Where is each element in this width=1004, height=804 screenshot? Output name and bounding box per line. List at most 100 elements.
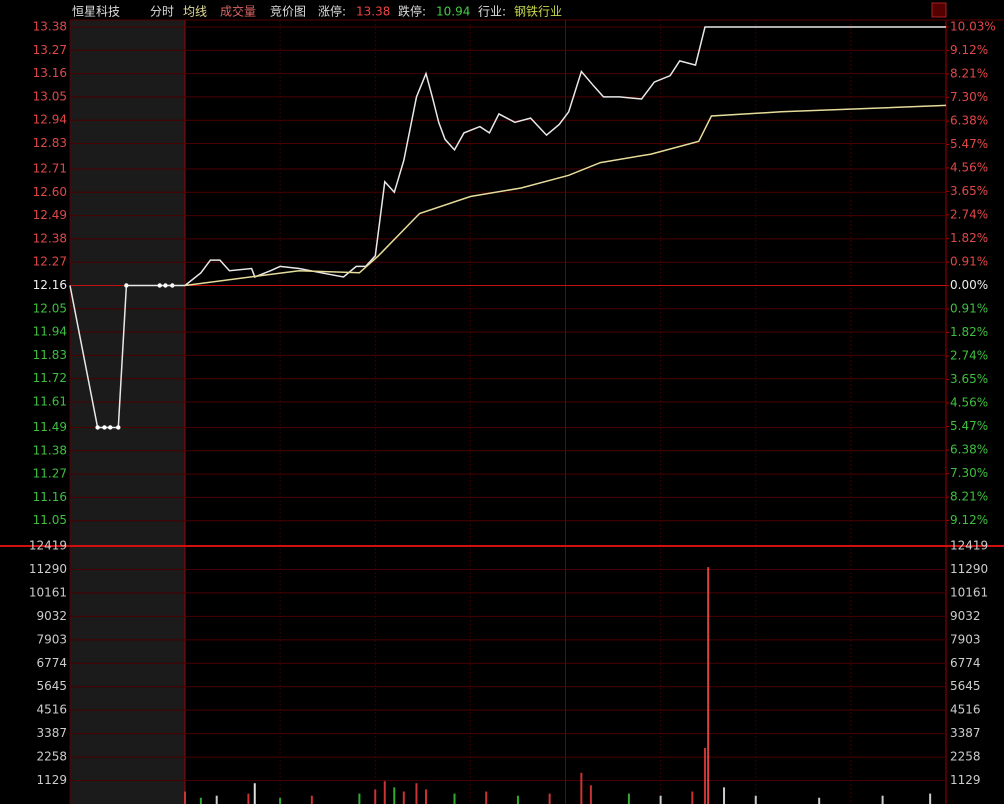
y-tick-label: 13.27 <box>33 43 67 57</box>
volume-bar <box>580 772 583 804</box>
y2-tick-label: 8.21% <box>950 66 988 80</box>
y-tick-label: 12.05 <box>33 301 67 315</box>
y-tick-label: 13.38 <box>33 20 67 34</box>
y2-tick-label: 8.21% <box>950 490 988 504</box>
y2-tick-label: 9.12% <box>950 513 988 527</box>
auction-point <box>102 425 107 430</box>
industry-label: 行业: <box>478 5 506 19</box>
avg-line <box>184 104 947 287</box>
volume-tick-label: 5645 <box>950 679 981 693</box>
volume-tick-label: 12419 <box>29 539 67 553</box>
volume-tick-label: 9032 <box>950 609 981 623</box>
volume-bar <box>253 783 256 804</box>
volume-bar <box>516 795 519 804</box>
y2-tick-label: 5.47% <box>950 137 988 151</box>
volume-bar <box>279 797 282 804</box>
avg-legend[interactable]: 均线 <box>183 5 207 19</box>
volume-tick-label: 12419 <box>950 539 988 553</box>
y2-tick-label: 6.38% <box>950 114 988 128</box>
volume-tick-label: 7903 <box>36 632 67 646</box>
volume-bar <box>247 793 250 804</box>
y2-tick-label: 10.03% <box>950 20 996 34</box>
limit-up-label: 涨停: <box>318 4 346 19</box>
y2-tick-label: 5.47% <box>950 419 988 433</box>
volume-bar <box>707 567 710 804</box>
auction-point <box>157 283 162 288</box>
volume-tick-label: 4516 <box>36 703 67 717</box>
y-tick-label: 11.72 <box>33 371 67 385</box>
volume-bar <box>393 787 396 804</box>
volume-tick-label: 9032 <box>36 609 67 623</box>
y-tick-label: 11.83 <box>33 348 67 362</box>
volume-tick-label: 11290 <box>29 562 67 576</box>
auction-point <box>108 425 113 430</box>
volume-bar <box>215 795 218 804</box>
volume-bar <box>415 783 418 804</box>
y2-tick-label: 6.38% <box>950 442 988 456</box>
auction-panel <box>70 20 185 804</box>
limit-up: 13.38 <box>356 5 390 19</box>
volume-tick-label: 5645 <box>36 679 67 693</box>
volume-tick-label: 3387 <box>36 726 67 740</box>
auction-point <box>124 283 129 288</box>
volume-tick-label: 10161 <box>950 585 988 599</box>
volume-bar <box>453 793 456 804</box>
y2-tick-label: 2.74% <box>950 349 988 363</box>
y2-tick-label: 4.56% <box>950 160 988 174</box>
y-tick-label: 11.05 <box>33 513 67 527</box>
y2-tick-label: 0.00% <box>950 278 988 292</box>
y-tick-label: 12.94 <box>33 113 67 127</box>
industry: 钢铁行业 <box>514 5 562 19</box>
y2-tick-label: 7.30% <box>950 466 988 480</box>
volume-bar <box>723 787 726 804</box>
y2-tick-label: 3.65% <box>950 372 988 386</box>
limit-down: 10.94 <box>436 5 470 19</box>
close-button[interactable] <box>931 2 947 18</box>
y-tick-label: 13.16 <box>33 66 67 80</box>
volume-bar <box>929 793 932 804</box>
volume-tick-label: 4516 <box>950 703 981 717</box>
y-tick-label: 11.49 <box>33 420 67 434</box>
volume-bar <box>548 793 551 804</box>
auction-point <box>95 425 100 430</box>
y2-tick-label: 7.30% <box>950 90 988 104</box>
volume-bar <box>818 797 821 804</box>
auction-point <box>163 283 168 288</box>
mode-label[interactable]: 分时 <box>150 5 174 19</box>
y2-tick-label: 1.82% <box>950 231 988 245</box>
y2-tick-label: 9.12% <box>950 43 988 57</box>
auction-point <box>116 425 121 430</box>
y2-tick-label: 0.91% <box>950 255 988 269</box>
y-tick-label: 13.05 <box>33 89 67 103</box>
volume-tick-label: 2258 <box>950 750 981 764</box>
auction-label[interactable]: 竞价图 <box>270 5 306 19</box>
volume-bar <box>358 793 361 804</box>
volume-bar <box>659 795 662 804</box>
volume-tick-label: 3387 <box>950 726 981 740</box>
volume-tick-label: 6774 <box>950 656 981 670</box>
y-tick-label: 12.49 <box>33 208 67 222</box>
y-tick-label: 12.71 <box>33 161 67 175</box>
volume-tick-label: 2258 <box>36 750 67 764</box>
price-line <box>184 26 946 287</box>
header: 恒星科技 分时 均线 成交量 竞价图 涨停: 13.38 跌停: 10.94 行… <box>72 2 947 19</box>
volume-legend[interactable]: 成交量 <box>220 4 256 19</box>
volume-bar <box>627 793 630 804</box>
volume-tick-label: 11290 <box>950 562 988 576</box>
volume-bar <box>383 781 386 804</box>
y-tick-label: 12.60 <box>33 185 67 199</box>
y-tick-label: 11.38 <box>33 443 67 457</box>
y-tick-label: 11.16 <box>33 490 67 504</box>
volume-bar <box>881 795 884 804</box>
volume-bar <box>485 791 488 804</box>
volume-tick-label: 6774 <box>36 656 67 670</box>
y-tick-label: 11.94 <box>33 325 67 339</box>
volume-bar <box>374 789 377 804</box>
volume-tick-label: 7903 <box>950 632 981 646</box>
stock-name: 恒星科技 <box>72 5 120 19</box>
volume-bar <box>589 785 592 804</box>
y-tick-label: 12.38 <box>33 231 67 245</box>
limit-down-label: 跌停: <box>398 4 426 19</box>
volume-bar <box>199 797 202 804</box>
